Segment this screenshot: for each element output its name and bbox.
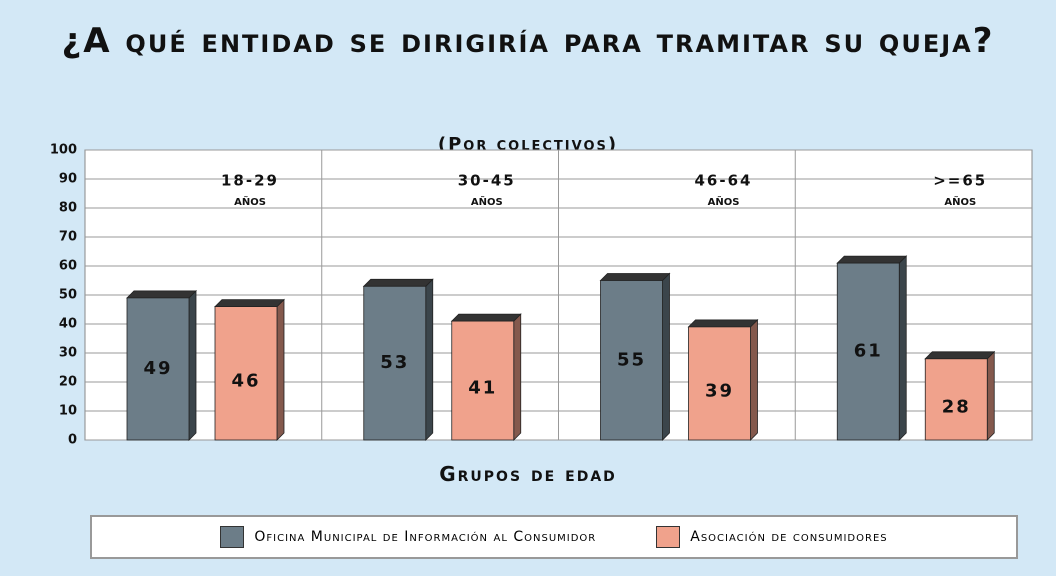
legend-item: Asociación de consumidores (656, 526, 887, 548)
legend-label: Asociación de consumidores (690, 529, 887, 545)
bar-top (689, 320, 758, 327)
y-tick-label: 60 (59, 259, 77, 274)
value-label: 55 (617, 349, 646, 370)
category-label-unit: años (944, 193, 976, 209)
legend-item: Oficina Municipal de Información al Cons… (220, 526, 596, 548)
bar-group: 39 (689, 320, 758, 440)
value-label: 39 (705, 380, 734, 401)
y-tick-label: 90 (59, 172, 77, 187)
bar-group: 28 (925, 352, 994, 440)
bar-side (751, 320, 758, 440)
bar-top (601, 274, 670, 281)
bar-group: 53 (364, 279, 433, 440)
value-label: 49 (143, 358, 172, 379)
x-axis-label: Grupos de edad (40, 462, 1016, 486)
bar-group: 49 (127, 291, 196, 440)
value-label: 53 (380, 352, 409, 373)
bar-group: 55 (601, 274, 670, 441)
bar-top (364, 279, 433, 286)
value-label: 41 (468, 378, 497, 399)
bar-top (215, 300, 284, 307)
bar-side (514, 314, 521, 440)
bar-side (663, 274, 670, 441)
bar-side (189, 291, 196, 440)
value-label: 61 (854, 341, 883, 362)
bar-group: 46 (215, 300, 284, 440)
y-tick-label: 10 (59, 404, 77, 419)
y-tick-label: 100 (50, 143, 77, 158)
y-tick-label: 80 (59, 201, 77, 216)
value-label: 28 (942, 396, 971, 417)
category-label: 46-64 (695, 172, 753, 190)
value-label: 46 (231, 370, 260, 391)
y-tick-label: 40 (59, 317, 77, 332)
bar-group: 61 (837, 256, 906, 440)
bar-top (837, 256, 906, 263)
y-tick-label: 0 (68, 433, 77, 448)
bar-side (426, 279, 433, 440)
bar-side (277, 300, 284, 440)
category-label-unit: años (708, 193, 740, 209)
bar-top (127, 291, 196, 298)
y-tick-label: 30 (59, 346, 77, 361)
category-label: >=65 (933, 172, 987, 190)
legend-label: Oficina Municipal de Información al Cons… (254, 529, 596, 545)
y-tick-label: 70 (59, 230, 77, 245)
category-label: 18-29 (221, 172, 279, 190)
category-label: 30-45 (458, 172, 516, 190)
bar-side (987, 352, 994, 440)
y-tick-label: 50 (59, 288, 77, 303)
legend-swatch (656, 526, 680, 548)
legend-swatch (220, 526, 244, 548)
bar-group: 41 (452, 314, 521, 440)
bar-top (452, 314, 521, 321)
page: ¿A qué entidad se dirigiría para tramita… (0, 0, 1056, 576)
bar-top (925, 352, 994, 359)
category-label-unit: años (234, 193, 266, 209)
y-tick-label: 20 (59, 375, 77, 390)
chart: 0 10 20 30 40 50 60 70 80 90 100 18-29 años 49 46 30-45… (0, 0, 1056, 576)
category-label-unit: años (471, 193, 503, 209)
bar-side (899, 256, 906, 440)
legend: Oficina Municipal de Información al Cons… (90, 515, 1018, 559)
